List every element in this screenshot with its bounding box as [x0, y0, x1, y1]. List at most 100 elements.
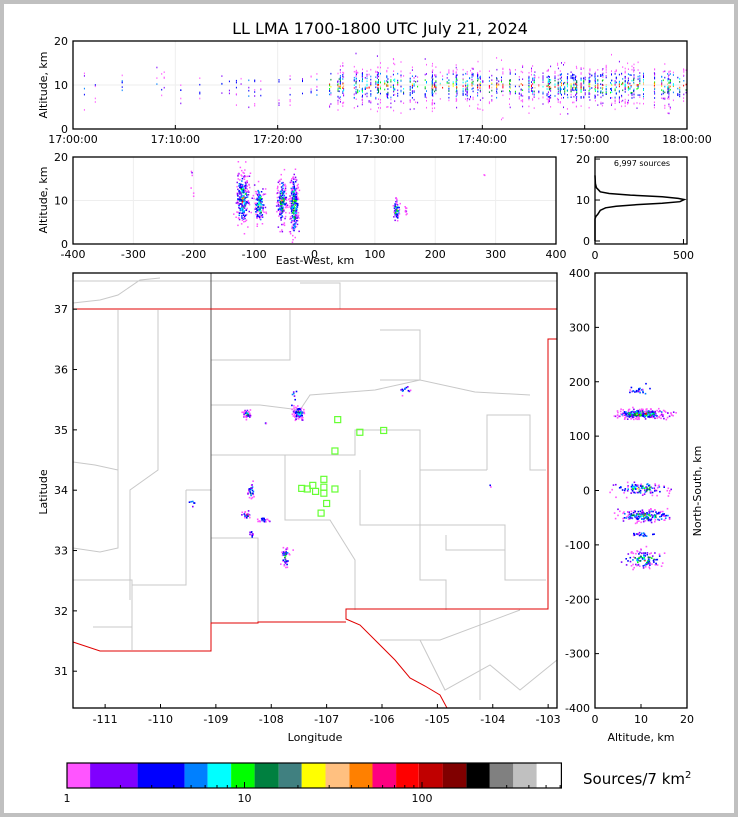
source-point	[253, 184, 256, 186]
source-point	[625, 413, 627, 415]
x-tick-label: 400	[546, 248, 567, 261]
source-point	[557, 88, 559, 90]
source-point	[575, 81, 577, 84]
source-point	[496, 90, 498, 93]
source-point	[285, 192, 287, 195]
source-point	[434, 107, 436, 109]
source-point	[249, 414, 252, 417]
source-point	[237, 198, 239, 200]
source-point	[583, 89, 585, 91]
source-point	[641, 518, 643, 520]
source-point	[532, 79, 534, 81]
source-point	[289, 216, 292, 218]
source-point	[411, 86, 413, 89]
source-point	[452, 83, 454, 86]
source-point	[221, 92, 223, 94]
source-point	[281, 194, 284, 196]
source-point	[633, 75, 635, 78]
source-point	[548, 100, 550, 103]
source-point	[278, 196, 280, 198]
source-point	[399, 202, 401, 205]
source-point	[339, 69, 341, 71]
source-point	[502, 67, 504, 70]
source-point	[329, 83, 331, 86]
source-point	[575, 82, 576, 85]
source-point	[250, 492, 252, 495]
source-point	[645, 414, 648, 417]
source-point	[649, 387, 651, 390]
source-point	[247, 190, 250, 192]
source-point	[396, 201, 398, 204]
source-point	[353, 107, 355, 109]
source-point	[589, 80, 591, 83]
source-point	[667, 96, 669, 98]
source-point	[355, 52, 357, 55]
source-point	[656, 487, 659, 489]
source-point	[580, 84, 582, 86]
source-point	[528, 90, 530, 92]
source-point	[557, 84, 559, 87]
source-point	[636, 410, 638, 412]
source-point	[435, 87, 437, 90]
source-point	[240, 203, 243, 205]
source-point	[242, 199, 244, 201]
source-point	[377, 89, 379, 91]
source-point	[355, 78, 357, 80]
source-point	[634, 492, 636, 494]
source-point	[641, 515, 644, 517]
source-point	[310, 91, 312, 94]
source-point	[664, 410, 666, 412]
y-tick-label: 200	[569, 376, 590, 389]
source-point	[498, 84, 500, 87]
source-point	[627, 79, 629, 82]
source-point	[355, 92, 357, 94]
source-point	[296, 208, 298, 210]
source-point	[337, 84, 339, 86]
source-point	[641, 558, 644, 560]
source-point	[294, 236, 296, 239]
source-point	[380, 92, 381, 95]
source-point	[534, 71, 536, 73]
source-point	[254, 103, 256, 105]
source-point	[199, 92, 201, 95]
source-point	[477, 73, 479, 76]
source-point	[664, 91, 666, 94]
source-point	[260, 203, 262, 205]
source-point	[368, 101, 370, 103]
source-point	[293, 228, 296, 230]
source-point	[627, 102, 629, 105]
source-point	[668, 516, 671, 519]
source-point	[644, 415, 646, 418]
source-point	[584, 89, 586, 91]
source-point	[630, 411, 633, 413]
source-point	[338, 85, 340, 88]
source-point	[435, 84, 437, 87]
source-point	[199, 97, 201, 100]
source-point	[397, 212, 400, 214]
source-point	[292, 193, 295, 196]
source-point	[248, 496, 251, 499]
source-point	[627, 412, 630, 415]
source-point	[297, 198, 300, 200]
source-point	[337, 88, 339, 90]
source-point	[573, 95, 575, 98]
source-point	[668, 95, 670, 97]
source-point	[602, 79, 604, 81]
x-tick-label: 17:40:00	[458, 133, 507, 146]
source-point	[295, 196, 297, 198]
source-point	[192, 500, 194, 503]
source-point	[261, 215, 263, 218]
source-point	[353, 87, 355, 89]
source-point	[407, 389, 410, 392]
source-point	[355, 69, 357, 72]
source-point	[380, 107, 381, 109]
source-point	[390, 80, 392, 83]
source-point	[400, 90, 402, 92]
source-point	[330, 86, 332, 88]
source-point	[618, 101, 620, 104]
source-point	[83, 87, 85, 90]
source-point	[293, 190, 296, 193]
source-point	[431, 89, 433, 92]
source-point	[660, 417, 662, 420]
source-point	[610, 91, 611, 94]
